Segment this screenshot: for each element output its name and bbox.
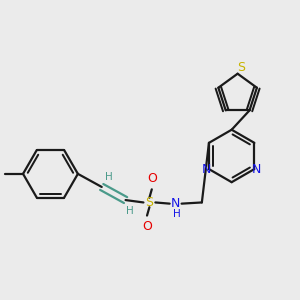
Text: H: H <box>105 172 113 182</box>
Text: S: S <box>237 61 245 74</box>
Text: H: H <box>127 206 134 216</box>
Text: N: N <box>202 163 211 176</box>
Text: N: N <box>171 197 180 210</box>
Text: O: O <box>142 220 152 233</box>
Text: O: O <box>147 172 157 185</box>
Text: S: S <box>146 196 153 209</box>
Text: H: H <box>173 209 181 219</box>
Text: N: N <box>252 163 261 176</box>
